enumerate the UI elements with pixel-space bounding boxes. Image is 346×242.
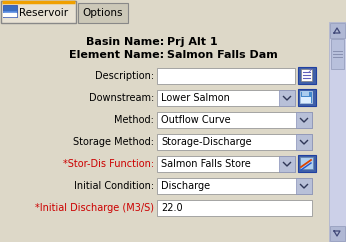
FancyBboxPatch shape <box>301 69 312 81</box>
Text: Downstream:: Downstream: <box>89 93 154 103</box>
Text: Salmon Falls Store: Salmon Falls Store <box>161 159 251 169</box>
Text: Discharge: Discharge <box>161 181 210 191</box>
FancyBboxPatch shape <box>3 5 17 17</box>
Text: Storage Method:: Storage Method: <box>73 137 154 147</box>
FancyBboxPatch shape <box>330 226 345 241</box>
FancyBboxPatch shape <box>298 67 316 84</box>
FancyBboxPatch shape <box>3 13 17 17</box>
FancyBboxPatch shape <box>157 178 312 194</box>
FancyBboxPatch shape <box>157 200 312 216</box>
Text: Method:: Method: <box>114 115 154 125</box>
Text: Storage-Discharge: Storage-Discharge <box>161 137 252 147</box>
FancyBboxPatch shape <box>279 156 295 172</box>
Text: 22.0: 22.0 <box>161 203 183 213</box>
FancyBboxPatch shape <box>301 97 311 103</box>
FancyBboxPatch shape <box>300 157 313 169</box>
Text: Basin Name:: Basin Name: <box>86 37 164 47</box>
Text: Prj Alt 1: Prj Alt 1 <box>167 37 218 47</box>
Text: Reservoir: Reservoir <box>19 8 68 18</box>
Text: Options: Options <box>83 8 123 18</box>
Text: *Initial Discharge (M3/S): *Initial Discharge (M3/S) <box>35 203 154 213</box>
FancyBboxPatch shape <box>298 89 316 106</box>
Text: Initial Condition:: Initial Condition: <box>74 181 154 191</box>
FancyBboxPatch shape <box>157 112 312 128</box>
FancyBboxPatch shape <box>302 91 309 96</box>
FancyBboxPatch shape <box>279 90 295 106</box>
FancyBboxPatch shape <box>330 23 345 38</box>
Text: Outflow Curve: Outflow Curve <box>161 115 231 125</box>
FancyBboxPatch shape <box>3 11 17 17</box>
FancyBboxPatch shape <box>0 22 328 242</box>
FancyBboxPatch shape <box>157 134 312 150</box>
FancyBboxPatch shape <box>300 91 312 103</box>
FancyBboxPatch shape <box>157 156 295 172</box>
FancyBboxPatch shape <box>296 112 312 128</box>
FancyBboxPatch shape <box>1 1 76 23</box>
Text: Lower Salmon: Lower Salmon <box>161 93 230 103</box>
FancyBboxPatch shape <box>296 134 312 150</box>
FancyBboxPatch shape <box>298 155 316 172</box>
Text: Element Name:: Element Name: <box>69 50 164 60</box>
FancyBboxPatch shape <box>78 3 128 23</box>
Text: *Stor-Dis Function:: *Stor-Dis Function: <box>63 159 154 169</box>
FancyBboxPatch shape <box>296 178 312 194</box>
FancyBboxPatch shape <box>157 90 295 106</box>
Text: Description:: Description: <box>95 71 154 81</box>
Text: Salmon Falls Dam: Salmon Falls Dam <box>167 50 278 60</box>
FancyBboxPatch shape <box>331 39 344 69</box>
FancyBboxPatch shape <box>157 68 295 84</box>
FancyBboxPatch shape <box>329 22 346 242</box>
